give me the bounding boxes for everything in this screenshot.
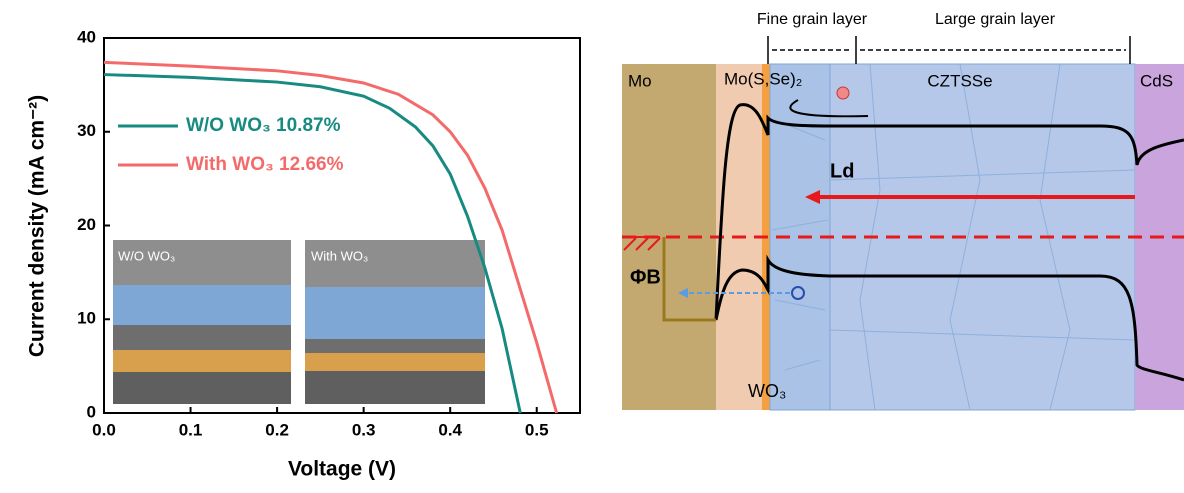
x-tick-label: 0.4 bbox=[438, 420, 462, 439]
diagram-label: CdS bbox=[1140, 71, 1173, 90]
diagram-label: ΦB bbox=[630, 266, 661, 288]
hatch bbox=[622, 236, 661, 251]
y-axis-label: Current density (mA cm⁻²) bbox=[26, 95, 49, 357]
electron bbox=[836, 86, 850, 100]
hole bbox=[791, 286, 805, 300]
y-tick-label: 10 bbox=[77, 309, 96, 328]
x-axis-label: Voltage (V) bbox=[288, 458, 396, 481]
electron-path bbox=[789, 99, 869, 118]
arrowhead bbox=[805, 190, 820, 204]
inset-label: With WO₃ bbox=[311, 248, 368, 263]
y-tick-label: 40 bbox=[77, 27, 96, 46]
valence-band bbox=[714, 254, 1184, 382]
legend-label: With WO₃ 12.66% bbox=[186, 154, 344, 175]
x-tick-label: 0.0 bbox=[92, 420, 116, 439]
series-line bbox=[103, 60, 559, 414]
inset-label: W/O WO₃ bbox=[118, 248, 175, 263]
x-tick-label: 0.2 bbox=[265, 420, 289, 439]
legend-label: W/O WO₃ 10.87% bbox=[186, 115, 341, 136]
diagram-label: CZTSSe bbox=[927, 71, 992, 90]
arrowhead bbox=[678, 288, 688, 298]
conduction-band bbox=[714, 103, 1184, 321]
x-tick-label: 0.5 bbox=[525, 420, 549, 439]
series-line bbox=[103, 73, 522, 414]
x-tick-label: 0.1 bbox=[179, 420, 203, 439]
diagram-label: Mo(S,Se)₂ bbox=[724, 69, 802, 88]
barrier-marker bbox=[662, 237, 716, 322]
layer-markers bbox=[767, 36, 1131, 64]
y-tick-label: 30 bbox=[77, 121, 96, 140]
diagram-label: WO₃ bbox=[748, 381, 786, 401]
diagram-label: Ld bbox=[830, 160, 854, 182]
diagram-label: Large grain layer bbox=[935, 11, 1056, 28]
x-tick-label: 0.3 bbox=[352, 420, 376, 439]
y-tick-label: 0 bbox=[87, 402, 96, 421]
inset bbox=[113, 240, 485, 404]
diagram-label: Fine grain layer bbox=[757, 11, 868, 28]
y-tick-label: 20 bbox=[77, 215, 96, 234]
diagram-label: Mo bbox=[628, 71, 652, 90]
